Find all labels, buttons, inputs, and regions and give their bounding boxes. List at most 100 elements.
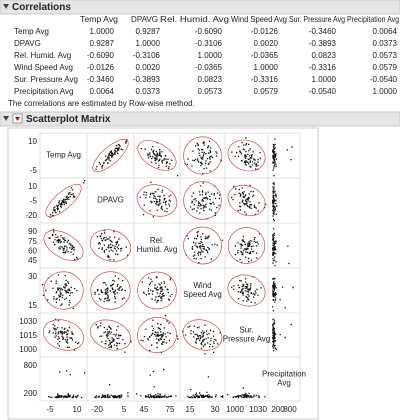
correlation-value: 0.0064 (90, 87, 115, 96)
density-ellipse (183, 136, 222, 175)
correlation-value: 0.0579 (254, 87, 279, 96)
correlation-value: 1.0000 (90, 27, 115, 36)
correlation-value: -0.0540 (370, 75, 398, 84)
y-tick-label: -5 (30, 197, 38, 206)
x-tick-label: 30 (211, 405, 220, 414)
diagonal-label: Avg (277, 379, 291, 388)
column-header: Precipitation Avg (347, 15, 399, 24)
section-title: Scatterplot Matrix (26, 114, 111, 125)
correlation-value: -0.3106 (195, 39, 223, 48)
point-cloud-texture (272, 228, 290, 267)
correlation-value: 1.0000 (254, 63, 279, 72)
correlation-value: 1.0000 (312, 75, 337, 84)
x-tick-label: 15 (186, 405, 195, 414)
point-cloud-texture (96, 229, 129, 261)
diagonal-label: DPAVG (97, 196, 124, 205)
y-tick-label: 800 (24, 361, 38, 370)
menu-icon (15, 117, 20, 121)
x-tick-label: 45 (140, 405, 149, 414)
row-label: Temp Avg (14, 27, 49, 36)
row-label: Sur. Pressure Avg (14, 75, 78, 84)
correlation-value: 0.9287 (136, 27, 161, 36)
density-ellipse (42, 319, 85, 351)
density-ellipse (89, 229, 132, 262)
point-cloud-texture (227, 387, 266, 399)
point-cloud-texture (272, 318, 292, 352)
density-ellipse (43, 271, 84, 310)
diagonal-label: Rel. (150, 236, 164, 245)
point-cloud-texture (48, 318, 80, 351)
density-ellipse (137, 140, 177, 171)
row-label: DPAVG (14, 39, 41, 48)
point-cloud-texture (140, 142, 179, 177)
y-tick-label: 1000 (19, 345, 37, 354)
y-tick-label: 30 (28, 272, 37, 281)
diagonal-label: Pressure Avg (223, 335, 270, 344)
correlation-value: 0.0373 (136, 87, 161, 96)
note: The correlations are estimated by Row-wi… (8, 99, 195, 108)
point-cloud-texture (187, 376, 224, 399)
y-tick-label: 1030 (19, 317, 37, 326)
x-tick-label: 5 (122, 405, 127, 414)
point-cloud-texture (49, 180, 86, 218)
matrix-panel (7, 127, 319, 420)
correlation-value: -0.3316 (251, 75, 279, 84)
point-cloud-texture (231, 137, 261, 171)
density-ellipse (227, 139, 266, 172)
correlation-value: 0.0823 (312, 51, 337, 60)
correlation-value: -0.3106 (133, 51, 161, 60)
y-tick-label: -5 (30, 166, 38, 175)
correlation-value: -0.6090 (195, 27, 223, 36)
x-tick-label: 800 (283, 405, 297, 414)
point-cloud-texture (272, 182, 278, 222)
disclosure-icon[interactable] (3, 4, 9, 9)
y-tick-label: 75 (28, 237, 37, 246)
column-header: DPAVG (131, 15, 158, 24)
point-cloud-texture (185, 231, 223, 264)
y-tick-label: 90 (28, 227, 37, 236)
diagonal-label: Speed Avg (183, 290, 222, 299)
point-cloud-texture (95, 139, 128, 170)
x-tick-label: -20 (91, 405, 103, 414)
correlation-value: 0.9287 (90, 39, 115, 48)
column-header: Rel. Humid. Avg (160, 15, 229, 24)
y-tick-label: 200 (24, 389, 38, 398)
correlation-value: 0.0573 (373, 51, 398, 60)
density-ellipse (137, 271, 177, 310)
row-label: Rel. Humid. Avg (14, 51, 71, 60)
x-tick-label: 1000 (226, 405, 244, 414)
x-tick-label: -5 (46, 405, 54, 414)
diagonal-label: Precipitation (262, 370, 306, 379)
correlation-value: 0.0020 (136, 63, 161, 72)
point-cloud-texture (182, 324, 221, 355)
section-title: Correlations (12, 2, 71, 13)
density-ellipse (45, 183, 82, 218)
point-cloud-texture (184, 140, 222, 175)
correlation-value: -0.6090 (87, 51, 115, 60)
y-tick-label: 15 (28, 301, 37, 310)
column-header: Temp Avg (80, 15, 118, 24)
density-ellipse (183, 226, 222, 265)
correlation-value: -0.0126 (87, 63, 115, 72)
column-header: Sur. Pressure Avg (289, 15, 345, 24)
x-tick-label: 75 (166, 405, 175, 414)
density-ellipse (90, 271, 131, 310)
point-cloud-texture (234, 233, 261, 264)
correlation-value: -0.0540 (309, 87, 337, 96)
matrix-frame (39, 132, 301, 402)
point-cloud-texture (189, 182, 221, 220)
disclosure-icon[interactable] (3, 116, 9, 121)
column-header: Wind Speed Avg (231, 15, 287, 24)
point-cloud-texture (231, 276, 262, 304)
x-tick-label: 10 (73, 405, 82, 414)
density-ellipse (137, 317, 177, 353)
correlation-value: 0.0823 (198, 75, 223, 84)
section-header (0, 0, 400, 15)
density-ellipse (183, 181, 222, 220)
row-label: Precipitation Avg (14, 87, 73, 96)
point-cloud-texture (48, 228, 78, 261)
point-cloud-texture (272, 277, 294, 312)
correlation-value: -0.3460 (309, 27, 337, 36)
correlation-value: 0.0579 (373, 63, 398, 72)
